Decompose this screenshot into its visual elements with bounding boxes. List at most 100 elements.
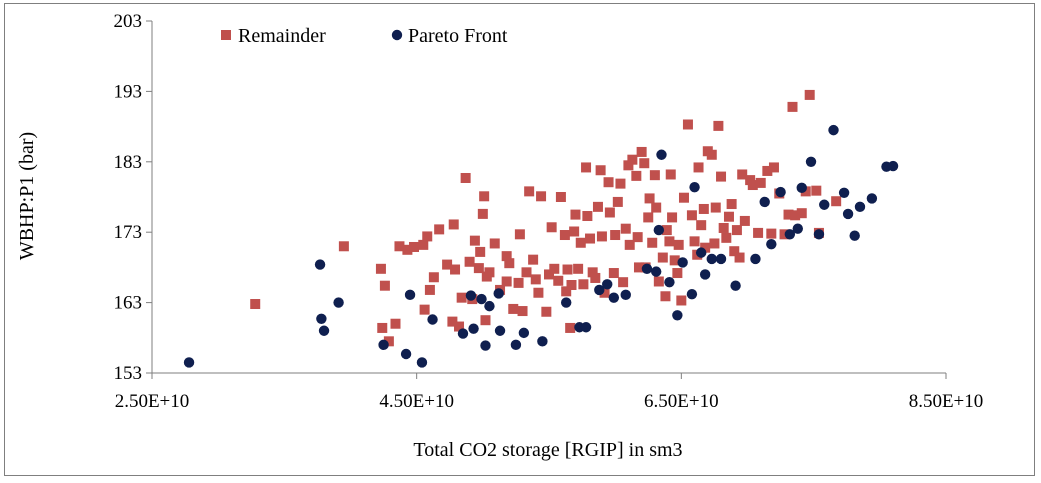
remainder-point xyxy=(624,239,635,250)
remainder-point xyxy=(456,292,467,303)
remainder-point xyxy=(448,219,459,230)
remainder-point xyxy=(779,229,790,240)
remainder-point xyxy=(831,196,842,207)
remainder-point xyxy=(569,226,580,237)
pareto-front-point xyxy=(480,340,491,351)
remainder-point xyxy=(379,280,390,291)
remainder-point xyxy=(528,254,539,265)
remainder-point xyxy=(469,235,480,246)
remainder-point xyxy=(678,192,689,203)
y-tick-label: 193 xyxy=(114,81,143,102)
remainder-point xyxy=(513,277,524,288)
y-tick-label: 173 xyxy=(114,222,143,243)
remainder-point xyxy=(660,291,671,302)
remainder-point xyxy=(723,211,734,222)
pareto-front-point xyxy=(750,253,761,265)
legend-pareto-label: Pareto Front xyxy=(408,25,508,47)
pareto-front-point xyxy=(854,201,866,213)
legend-remainder-label: Remainder xyxy=(238,25,326,47)
remainder-point xyxy=(734,252,745,263)
pareto-front-point xyxy=(608,292,620,303)
pareto-front-point xyxy=(706,253,717,265)
remainder-point xyxy=(409,241,420,252)
remainder-point xyxy=(581,162,592,173)
remainder-point xyxy=(737,169,748,180)
pareto-front-point xyxy=(476,293,487,305)
remainder-point xyxy=(633,262,644,273)
remainder-point xyxy=(729,246,740,257)
remainder-point xyxy=(596,231,607,242)
pareto-front-point xyxy=(404,289,416,301)
x-axis-title: Total CO2 storage [RGIP] in sm3 xyxy=(413,439,682,461)
pareto-front-point xyxy=(620,289,631,301)
pareto-front-point xyxy=(796,182,807,194)
remainder-point xyxy=(590,272,601,283)
pareto-front-point xyxy=(650,266,662,277)
pareto-front-point xyxy=(775,186,786,198)
remainder-point xyxy=(599,287,610,298)
remainder-point xyxy=(559,230,570,241)
remainder-point xyxy=(250,299,261,310)
remainder-point xyxy=(689,236,700,247)
remainder-point xyxy=(464,256,475,267)
pareto-front-point xyxy=(400,348,412,360)
pareto-front-point xyxy=(838,187,850,198)
pareto-front-point xyxy=(819,199,830,210)
remainder-point xyxy=(796,208,807,219)
remainder-point xyxy=(747,180,758,191)
remainder-point xyxy=(710,202,721,213)
remainder-point xyxy=(561,286,572,297)
pareto-front-point xyxy=(416,357,428,368)
remainder-point xyxy=(479,191,490,202)
remainder-point xyxy=(484,267,495,278)
remainder-point xyxy=(394,241,405,252)
remainder-point xyxy=(718,222,729,233)
legend: Remainder Pareto Front xyxy=(221,25,508,47)
remainder-point xyxy=(753,227,764,238)
remainder-point xyxy=(643,212,654,223)
remainder-point xyxy=(627,154,638,165)
remainder-point xyxy=(604,207,615,218)
axes xyxy=(146,20,947,379)
pareto-front-point xyxy=(689,181,700,193)
remainder-point xyxy=(800,186,811,197)
pareto-front-point xyxy=(561,297,572,308)
remainder-point xyxy=(375,263,386,274)
pareto-front-point xyxy=(849,230,860,241)
remainder-point xyxy=(653,276,664,287)
x-tick-label: 4.50E+10 xyxy=(379,391,454,412)
pareto-front-point xyxy=(653,224,665,236)
pareto-front-point xyxy=(316,313,327,324)
y-tick-label: 153 xyxy=(114,363,143,384)
pareto-front-point xyxy=(641,263,653,275)
remainder-point xyxy=(698,203,709,214)
remainder-point xyxy=(338,241,349,252)
remainder-point xyxy=(508,303,519,314)
remainder-point xyxy=(667,212,678,223)
remainder-point xyxy=(553,275,564,286)
pareto-front-point xyxy=(580,322,592,333)
pareto-front-point xyxy=(494,325,506,336)
legend-remainder-marker xyxy=(221,30,231,40)
remainder-point xyxy=(672,268,683,279)
remainder-point xyxy=(709,238,720,249)
pareto-front-point xyxy=(813,229,825,240)
pareto-front-point xyxy=(842,208,854,220)
remainder-point xyxy=(647,237,658,248)
remainder-point xyxy=(615,178,626,189)
remainder-point xyxy=(390,318,401,329)
remainder-point xyxy=(575,237,586,248)
remainder-point xyxy=(533,287,544,298)
remainder-point xyxy=(501,276,512,287)
remainder-point xyxy=(549,263,560,274)
pareto-front-point xyxy=(828,124,839,136)
remainder-point xyxy=(595,165,606,176)
remainder-point xyxy=(428,272,439,283)
pareto-front-point xyxy=(537,336,548,347)
remainder-point xyxy=(768,162,779,173)
remainder-point xyxy=(562,264,573,275)
pareto-front-point xyxy=(484,300,495,312)
pareto-front-point xyxy=(887,160,899,172)
remainder-point xyxy=(665,169,676,180)
remainder-point xyxy=(618,277,629,288)
